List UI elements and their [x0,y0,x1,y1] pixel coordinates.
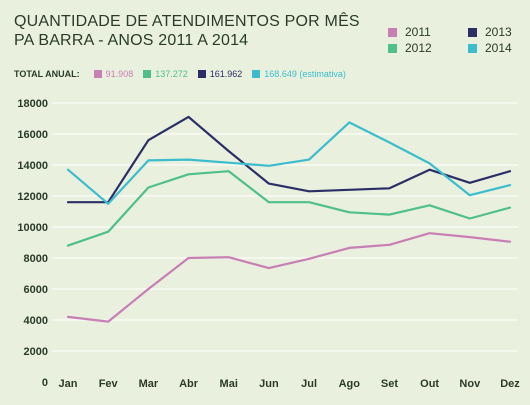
x-tick-label-set: Set [381,378,398,390]
series-line-2012 [66,170,512,247]
x-tick-label-ago: Ago [339,378,361,390]
total-2012: 137.272 [143,69,188,79]
legend-swatch-2014 [468,43,477,53]
total-value-2011: 91.908 [105,69,134,79]
y-tick-label-0: 0 [42,377,48,389]
x-tick-label-jan: Jan [59,378,78,390]
x-tick-label-dez: Dez [500,378,520,390]
legend-item-2013: 2013 [468,24,512,40]
legend-label-2014: 2014 [485,41,512,55]
chart-title-line-1: Quantidade de atendimentos por mês [14,13,360,30]
total-2013: 161.962 [197,69,243,79]
chart-title-line-2: Pa Barra - anos 2011 a 2014 [14,32,249,49]
legend-item-2012: 2012 [388,40,432,56]
y-tick-label-16000: 16000 [17,129,48,141]
total-swatch-2013 [197,70,206,78]
total-value-2013: 161.962 [209,69,243,79]
legend-swatch-2011 [388,27,397,37]
total-value-2012: 137.272 [155,69,188,79]
x-tick-label-mai: Mai [220,378,238,390]
y-tick-label-2000: 2000 [24,346,48,358]
total-swatch-2014 [252,70,261,78]
legend-label-2013: 2013 [485,25,512,39]
x-tick-label-jun: Jun [259,378,279,390]
total-2011: 91.908 [93,69,134,79]
x-tick-label-mar: Mar [139,378,159,390]
x-tick-label-abr: Abr [179,378,199,390]
x-tick-label-nov: Nov [459,378,481,390]
legend-swatch-2013 [468,27,477,37]
total-2014: 168.649 (estimativa) [252,69,346,79]
legend-item-2011: 2011 [388,24,431,40]
x-tick-label-out: Out [420,378,439,390]
y-tick-label-8000: 8000 [24,253,48,265]
y-tick-label-4000: 4000 [24,315,48,327]
y-tick-label-14000: 14000 [17,160,48,172]
legend-label-2012: 2012 [405,41,432,55]
total-swatch-2012 [143,70,152,78]
annual-totals: TOTAL ANUAL: 91.908 137.272 161.962 168.… [14,67,356,81]
legend-swatch-2012 [388,43,397,53]
y-tick-label-18000: 18000 [17,98,48,110]
total-value-2014: 168.649 (estimativa) [264,69,346,79]
annual-totals-label: TOTAL ANUAL: [14,69,80,79]
total-swatch-2011 [93,70,102,78]
legend-item-2014: 2014 [468,40,512,56]
series-line-2013 [66,115,512,204]
x-tick-label-fev: Fev [99,378,119,390]
legend-label-2011: 2011 [405,25,431,39]
y-tick-label-10000: 10000 [17,222,48,234]
y-tick-label-6000: 6000 [24,284,48,296]
x-tick-label-jul: Jul [301,378,317,390]
legend: 2011 2013 2012 2014 [388,24,528,60]
series-line-2011 [66,232,512,323]
chart-title: Quantidade de atendimentos por mês Pa Ba… [14,12,360,50]
series-line-2014 [66,121,512,205]
y-tick-label-12000: 12000 [17,191,48,203]
